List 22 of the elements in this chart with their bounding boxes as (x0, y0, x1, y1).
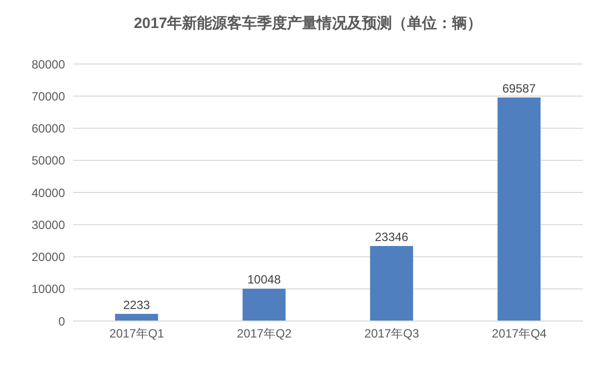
y-tick-label: 0 (58, 314, 66, 328)
y-tick-label: 80000 (32, 57, 66, 72)
chart-title: 2017年新能源客车季度产量情况及预测（单位：辆） (132, 14, 484, 34)
x-tick-label: 2017年Q1 (109, 326, 164, 341)
y-tick-label: 10000 (32, 282, 66, 296)
bar (115, 314, 158, 321)
y-tick-label: 30000 (32, 218, 66, 232)
data-label: 23346 (374, 230, 409, 244)
y-tick-label: 40000 (32, 186, 66, 200)
x-tick-label: 2017年Q4 (492, 326, 547, 341)
bar (498, 97, 541, 321)
data-label: 69587 (502, 81, 536, 96)
data-label: 2233 (123, 298, 150, 312)
y-tick-label: 60000 (32, 122, 66, 136)
y-tick-label: 70000 (32, 89, 66, 104)
bar (370, 246, 414, 321)
data-label: 10048 (247, 272, 282, 287)
x-tick-label: 2017年Q3 (364, 326, 420, 341)
bar (242, 288, 286, 321)
y-tick-label: 50000 (32, 154, 66, 168)
y-tick-label: 20000 (32, 250, 66, 264)
x-tick-label: 2017年Q2 (236, 326, 292, 341)
